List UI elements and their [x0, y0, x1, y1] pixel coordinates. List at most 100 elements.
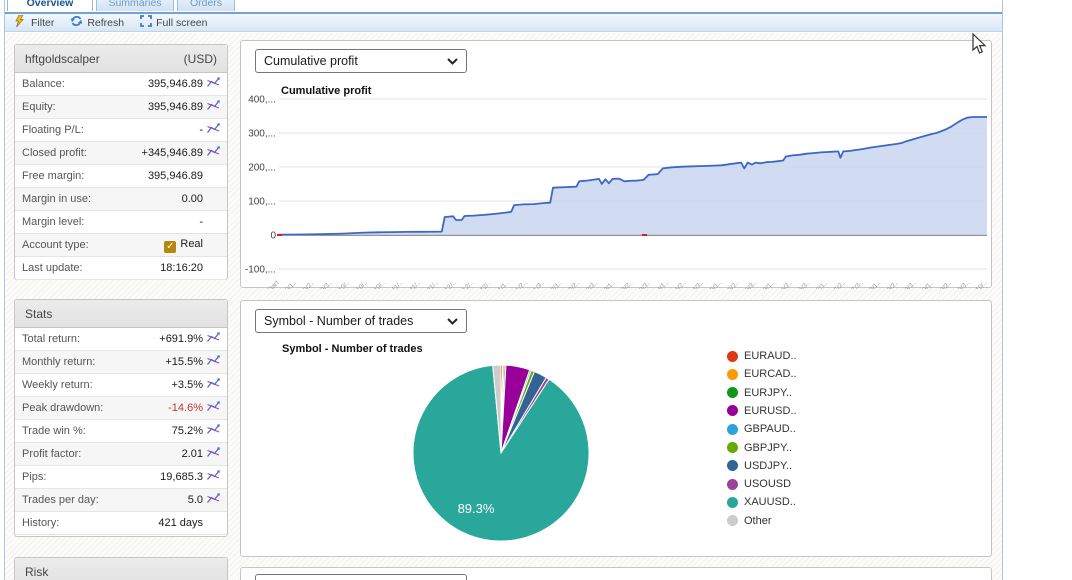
- row-label: Peak drawdown:: [22, 402, 104, 414]
- symbol-trades-panel: Symbol - Number of trades Symbol - Numbe…: [240, 300, 992, 557]
- svg-text:7/1..: 7/1..: [815, 279, 829, 289]
- svg-text:1/2..: 1/2..: [514, 279, 528, 289]
- legend-label: USOUSD: [744, 478, 792, 491]
- symbol-trades-pie-chart[interactable]: 89.3%: [406, 358, 596, 548]
- svg-text:9/2..: 9/2..: [939, 279, 953, 289]
- sparkline-icon[interactable]: [207, 100, 220, 114]
- svg-text:1/1..: 1/1..: [497, 279, 511, 289]
- full-screen-button[interactable]: Full screen: [140, 15, 207, 30]
- filter-button[interactable]: Filter: [15, 14, 54, 30]
- row-value: 75.2%: [171, 425, 203, 437]
- sparkline-icon[interactable]: [207, 123, 220, 137]
- svg-text:5/2..: 5/2..: [727, 279, 741, 289]
- legend-item-gbpaud: GBPAUD..: [727, 422, 796, 436]
- duration-profitability-panel: Duration / Profitability: [240, 567, 992, 580]
- legend-color-dot: [727, 405, 738, 417]
- legend-color-dot: [727, 478, 738, 490]
- svg-text:4/3..: 4/3..: [691, 279, 705, 289]
- legend-color-dot: [727, 496, 738, 508]
- data-row: Equity: 395,946.89: [15, 96, 227, 119]
- stats-rows: Total return: +691.9% Monthly return: +15.5…: [15, 328, 227, 535]
- svg-text:8/2..: 8/2..: [886, 279, 900, 289]
- data-row: Margin in use: 0.00: [15, 188, 227, 211]
- sparkline-icon[interactable]: [207, 401, 220, 415]
- account-panel-header: hftgoldscalper (USD): [15, 45, 227, 73]
- duration-chart-select[interactable]: Duration / Profitability: [255, 574, 467, 580]
- row-value: +3.5%: [171, 379, 204, 391]
- row-value: -: [199, 216, 203, 228]
- sparkline-icon[interactable]: [207, 493, 220, 507]
- pie-chart-title: Symbol - Number of trades: [282, 343, 423, 355]
- pie-chart-select-value: Symbol - Number of trades: [264, 314, 414, 328]
- svg-text:8/1..: 8/1..: [868, 279, 882, 289]
- row-label: Margin level:: [22, 216, 85, 228]
- svg-text:-100,...: -100,...: [245, 265, 276, 276]
- refresh-icon: [70, 15, 83, 30]
- chevron-down-icon: [447, 317, 458, 325]
- filter-icon: [15, 14, 27, 30]
- cumulative-chart-select[interactable]: Cumulative profit: [255, 49, 467, 73]
- svg-text:9/1..: 9/1..: [921, 279, 935, 289]
- sparkline-icon[interactable]: [207, 447, 220, 461]
- tab-orders[interactable]: Orders: [177, 0, 235, 11]
- legend-item-usousd: USOUSD: [727, 477, 791, 491]
- sparkline-icon[interactable]: [207, 424, 220, 438]
- cumulative-profit-chart[interactable]: 400,... 300,... 200,... 100,... 0 -100,... Sta…: [241, 91, 993, 290]
- svg-text:3/1..: 3/1..: [603, 279, 617, 289]
- sparkline-icon[interactable]: [207, 378, 220, 392]
- sparkline-icon[interactable]: [207, 146, 220, 160]
- data-row: Trades per day: 5.0: [15, 489, 227, 512]
- row-value: 421 days: [158, 517, 203, 529]
- svg-text:10/..: 10/..: [337, 279, 351, 289]
- row-value: 0.00: [181, 193, 203, 205]
- data-row: History: 421 days: [15, 512, 227, 535]
- tab-strip: Overview Summaries Orders: [5, 0, 1002, 12]
- svg-text:4/1..: 4/1..: [656, 279, 670, 289]
- svg-text:300,...: 300,...: [248, 129, 276, 140]
- sparkline-icon[interactable]: [207, 332, 220, 346]
- sparkline-icon[interactable]: [207, 355, 220, 369]
- svg-text:7/3..: 7/3..: [851, 279, 865, 289]
- svg-text:6/1..: 6/1..: [762, 279, 776, 289]
- row-label: History:: [22, 517, 60, 529]
- row-label: Trades per day:: [22, 494, 99, 506]
- content-frame-right-border: [1002, 0, 1003, 580]
- sparkline-icon[interactable]: [207, 77, 220, 91]
- account-name: hftgoldscalper: [25, 52, 100, 66]
- legend-item-euraud: EURAUD..: [727, 349, 797, 363]
- row-label: Equity:: [22, 101, 56, 113]
- svg-text:10/..: 10/..: [373, 279, 387, 289]
- legend-label: EURJPY..: [744, 386, 793, 399]
- pie-chart-select[interactable]: Symbol - Number of trades: [255, 309, 467, 333]
- data-row: Last update: 18:16:20: [15, 257, 227, 280]
- sparkline-icon[interactable]: [207, 470, 220, 484]
- legend-item-gbpjpy: GBPJPY..: [727, 441, 792, 455]
- svg-text:3/3..: 3/3..: [638, 279, 652, 289]
- legend-item-other: Other: [727, 514, 772, 528]
- account-rows: Balance: 395,946.89 Equity: 395,946.89 Float…: [15, 73, 227, 280]
- fullscreen-icon: [140, 15, 153, 30]
- data-row: Weekly return: +3.5%: [15, 374, 227, 397]
- risk-panel-header: Risk: [15, 558, 227, 580]
- account-panel: hftgoldscalper (USD) Balance: 395,946.89 E…: [14, 44, 228, 280]
- row-label: Closed profit:: [22, 147, 87, 159]
- tab-overview[interactable]: Overview: [7, 0, 93, 11]
- refresh-button[interactable]: Refresh: [70, 15, 124, 30]
- svg-text:11/..: 11/..: [408, 279, 422, 289]
- real-account-checkbox[interactable]: ✓: [164, 240, 177, 253]
- legend-label: Other: [744, 514, 772, 527]
- svg-text:11/..: 11/..: [426, 279, 440, 289]
- row-value: -14.6%: [168, 402, 203, 414]
- svg-text:12/..: 12/..: [479, 279, 493, 289]
- row-value: 2.01: [181, 448, 203, 460]
- svg-text:7/2..: 7/2..: [833, 279, 847, 289]
- row-value: +691.9%: [159, 333, 203, 345]
- tab-summaries[interactable]: Summaries: [96, 0, 174, 11]
- data-row: Monthly return: +15.5%: [15, 351, 227, 374]
- svg-text:9/2..: 9/2..: [302, 279, 316, 289]
- row-value: +15.5%: [165, 356, 203, 368]
- row-value: 395,946.89: [147, 170, 203, 182]
- row-value: 395,946.89: [147, 78, 203, 90]
- legend-label: GBPAUD..: [744, 423, 796, 436]
